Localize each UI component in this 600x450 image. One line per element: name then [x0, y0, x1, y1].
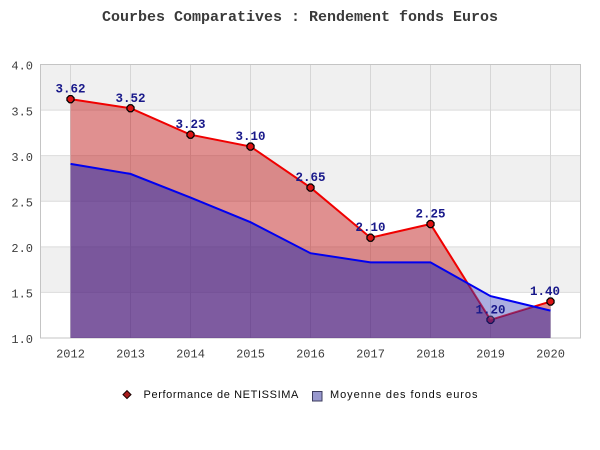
svg-text:4.0: 4.0 [11, 60, 33, 74]
svg-text:2013: 2013 [116, 348, 145, 362]
svg-text:2020: 2020 [536, 348, 565, 362]
svg-text:2019: 2019 [476, 348, 505, 362]
svg-text:1.5: 1.5 [11, 288, 33, 302]
svg-text:2.65: 2.65 [295, 171, 325, 185]
svg-text:3.10: 3.10 [235, 130, 265, 144]
svg-text:2014: 2014 [176, 348, 205, 362]
svg-text:2018: 2018 [416, 348, 445, 362]
svg-text:2012: 2012 [56, 348, 85, 362]
svg-text:3.5: 3.5 [11, 105, 33, 119]
svg-text:1.0: 1.0 [11, 333, 33, 347]
svg-text:2017: 2017 [356, 348, 385, 362]
svg-text:2.5: 2.5 [11, 196, 33, 210]
svg-text:2016: 2016 [296, 348, 325, 362]
svg-text:Moyenne des fonds euros: Moyenne des fonds euros [330, 389, 478, 401]
svg-text:Performance de NETISSIMA: Performance de NETISSIMA [144, 389, 300, 401]
svg-text:3.52: 3.52 [115, 92, 145, 106]
svg-text:3.0: 3.0 [11, 151, 33, 165]
svg-text:3.62: 3.62 [55, 83, 85, 97]
svg-text:1.40: 1.40 [530, 285, 560, 299]
svg-text:1.20: 1.20 [475, 303, 505, 317]
svg-text:2015: 2015 [236, 348, 265, 362]
svg-text:2.10: 2.10 [355, 221, 385, 235]
svg-text:2.0: 2.0 [11, 242, 33, 256]
svg-text:Courbes Comparatives : Rendeme: Courbes Comparatives : Rendement fonds E… [102, 9, 498, 26]
svg-text:2.25: 2.25 [415, 208, 445, 222]
svg-text:3.23: 3.23 [175, 118, 205, 132]
